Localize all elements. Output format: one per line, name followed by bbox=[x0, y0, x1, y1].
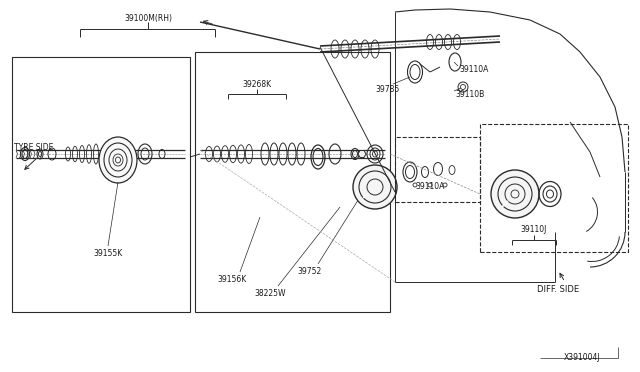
Text: 39110J: 39110J bbox=[521, 224, 547, 234]
Polygon shape bbox=[358, 151, 366, 157]
Text: 39752: 39752 bbox=[298, 267, 322, 276]
Text: 39110B: 39110B bbox=[455, 90, 484, 99]
Text: DIFF. SIDE: DIFF. SIDE bbox=[537, 285, 579, 294]
Text: 39268K: 39268K bbox=[243, 80, 271, 89]
Circle shape bbox=[353, 165, 397, 209]
Text: 39100M(RH): 39100M(RH) bbox=[124, 13, 172, 22]
Bar bbox=[395, 137, 480, 202]
Text: TYRE SIDE: TYRE SIDE bbox=[14, 142, 53, 151]
Text: 39110A: 39110A bbox=[415, 182, 445, 190]
Text: 39156K: 39156K bbox=[218, 276, 246, 285]
Bar bbox=[195, 52, 390, 312]
Text: X391004J: X391004J bbox=[563, 353, 600, 362]
Bar bbox=[480, 124, 628, 252]
Bar bbox=[12, 57, 190, 312]
Text: 39155K: 39155K bbox=[93, 250, 123, 259]
Text: 39110A: 39110A bbox=[459, 64, 488, 74]
Text: 38225W: 38225W bbox=[254, 289, 285, 298]
Ellipse shape bbox=[99, 137, 137, 183]
Text: 39785: 39785 bbox=[376, 84, 400, 93]
Circle shape bbox=[491, 170, 539, 218]
